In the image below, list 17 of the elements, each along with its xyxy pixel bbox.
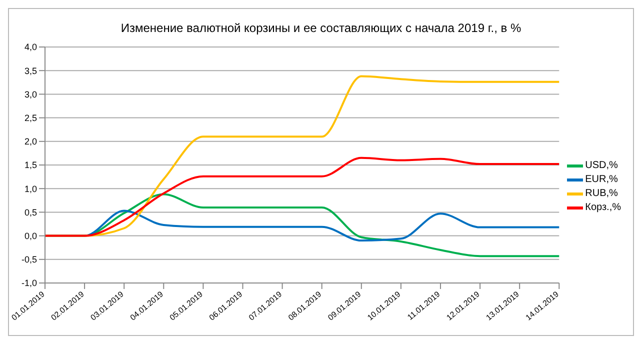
y-tick-label: -1,0	[21, 278, 37, 288]
legend-label: Корз.,%	[585, 202, 621, 213]
y-tick-label: 2,5	[24, 112, 37, 123]
chart-title: Изменение валютной корзины и ее составляющих с начала 2019 г., в %	[120, 20, 522, 37]
legend-label: USD,%	[585, 160, 618, 171]
y-tick-label: 3,5	[24, 66, 37, 76]
y-tick-label: 1,5	[24, 160, 37, 170]
y-tick-label: 3,0	[24, 89, 37, 100]
y-tick-label: -0,5	[21, 254, 37, 265]
legend-label: EUR,%	[585, 174, 618, 185]
y-tick-label: 0,0	[24, 230, 37, 241]
legend-label: RUB,%	[585, 188, 618, 199]
y-tick-label: 2,0	[24, 136, 37, 147]
y-tick-label: 4,0	[24, 42, 37, 52]
y-tick-label: 1,0	[24, 184, 37, 194]
line-series	[44, 156, 560, 237]
y-tick-label: 0,5	[24, 207, 37, 218]
